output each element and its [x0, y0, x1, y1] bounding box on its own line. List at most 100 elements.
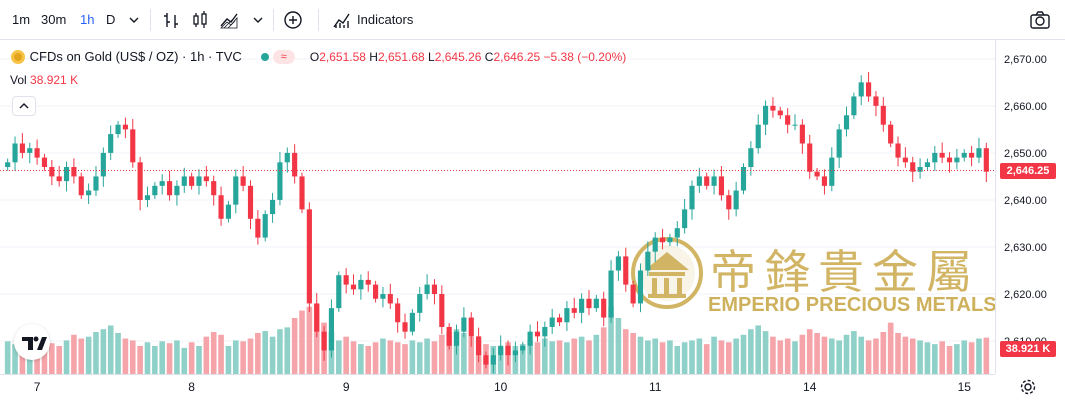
- interval-1h[interactable]: 1h: [80, 12, 95, 27]
- candle-body: [446, 326, 452, 346]
- candle-body: [505, 345, 511, 356]
- candle-body: [431, 284, 438, 295]
- volume-bar: [858, 336, 865, 374]
- bar-chart-icon[interactable]: [160, 9, 182, 31]
- candle-body: [476, 336, 482, 356]
- candle-body: [100, 152, 106, 177]
- volume-bar: [137, 346, 143, 374]
- volume-bar: [115, 332, 121, 374]
- candle-body: [498, 345, 504, 356]
- volume-bar: [622, 329, 629, 374]
- candles: [5, 71, 989, 374]
- candle-body: [144, 195, 151, 200]
- volume-bar: [784, 338, 791, 374]
- volume-bar: [556, 340, 563, 374]
- candle-body: [586, 298, 592, 309]
- candle-body: [674, 228, 680, 238]
- price-scale[interactable]: [995, 40, 1065, 374]
- volume-bar: [519, 344, 526, 374]
- symbol-legend: CFDs on Gold (US$ / OZ) · 1h · TVC ≈ O2,…: [10, 48, 626, 65]
- candle-body: [373, 284, 379, 299]
- candle-body: [306, 209, 312, 304]
- volume-bar: [144, 342, 151, 374]
- volume-bar: [166, 343, 173, 374]
- volume-bar: [895, 332, 901, 374]
- volume-bar: [946, 346, 953, 374]
- volume-bar: [240, 341, 246, 374]
- candle-body: [63, 167, 70, 182]
- price-tick-label: 2,640.00: [1004, 195, 1047, 207]
- time-tick-label: 9: [343, 380, 350, 394]
- indicators-icon[interactable]: [331, 9, 353, 31]
- price-tick-label: 2,630.00: [1004, 242, 1047, 254]
- volume-bar: [667, 340, 673, 374]
- volume-bar: [181, 347, 188, 374]
- volume-bar: [336, 340, 342, 374]
- volume-bar: [100, 329, 107, 374]
- candle-body: [880, 105, 886, 125]
- candle-body: [593, 298, 599, 309]
- candle-body: [836, 129, 842, 158]
- volume-bar: [188, 342, 195, 374]
- add-compare-icon[interactable]: [282, 9, 304, 31]
- candle-body: [166, 181, 173, 196]
- candle-body: [520, 345, 526, 351]
- time-tick-label: 14: [803, 380, 817, 394]
- volume-bar: [49, 343, 55, 374]
- change-value: −5.38 (−0.20%): [543, 49, 627, 64]
- time-tick-label: 10: [494, 380, 508, 394]
- volume-bar: [600, 327, 607, 374]
- volume-bar: [247, 338, 254, 374]
- candle-body: [130, 129, 136, 163]
- indicators-button[interactable]: Indicators: [357, 12, 414, 27]
- candle-body: [277, 162, 283, 200]
- volume-bar: [527, 340, 533, 374]
- candle-body: [262, 214, 268, 238]
- candle-body: [821, 176, 828, 186]
- candles-icon[interactable]: [189, 9, 211, 31]
- volume-bar: [299, 310, 305, 374]
- interval-1m[interactable]: 1m: [12, 12, 31, 27]
- symbol-title[interactable]: CFDs on Gold (US$ / OZ) · 1h · TVC: [29, 49, 242, 65]
- volume-bar: [549, 341, 555, 374]
- volume-bar: [961, 340, 968, 374]
- candle-body: [255, 218, 261, 238]
- interval-30m[interactable]: 30m: [41, 12, 67, 27]
- candle-body: [895, 143, 901, 158]
- candle-body: [814, 171, 820, 177]
- volume-bar: [954, 344, 960, 374]
- volume-bar: [924, 342, 931, 374]
- volume-bar: [909, 338, 916, 374]
- interval-d[interactable]: D: [106, 12, 116, 27]
- volume-bar: [129, 340, 136, 374]
- volume-bar: [681, 342, 688, 374]
- candle-body: [829, 157, 835, 186]
- time-scale[interactable]: [0, 374, 995, 404]
- volume-bar: [446, 332, 452, 374]
- candle-body: [961, 152, 967, 158]
- settings-gear-icon[interactable]: [1019, 378, 1037, 396]
- toolbar-divider: [150, 9, 151, 31]
- candle-body: [152, 185, 158, 196]
- candle-body: [858, 82, 864, 97]
- tradingview-logo[interactable]: [14, 324, 50, 360]
- candle-body: [799, 124, 805, 144]
- collapse-legend-button[interactable]: [12, 96, 36, 116]
- candle-body: [785, 115, 791, 125]
- camera-icon[interactable]: [1029, 9, 1051, 31]
- volume-bar: [41, 336, 48, 374]
- candle-body: [196, 176, 202, 186]
- volume-bar: [291, 318, 298, 374]
- interval-dropdown-icon[interactable]: [123, 9, 145, 31]
- area-chart-icon[interactable]: [218, 9, 240, 31]
- candle-body: [579, 298, 585, 313]
- candle-body: [733, 190, 739, 210]
- volume-bar: [799, 334, 806, 374]
- volume-bar: [313, 304, 320, 374]
- candle-body: [49, 167, 55, 177]
- volume-bar: [593, 334, 600, 374]
- candle-body: [284, 152, 290, 163]
- candle-body: [924, 162, 931, 168]
- chart-type-dropdown-icon[interactable]: [247, 9, 269, 31]
